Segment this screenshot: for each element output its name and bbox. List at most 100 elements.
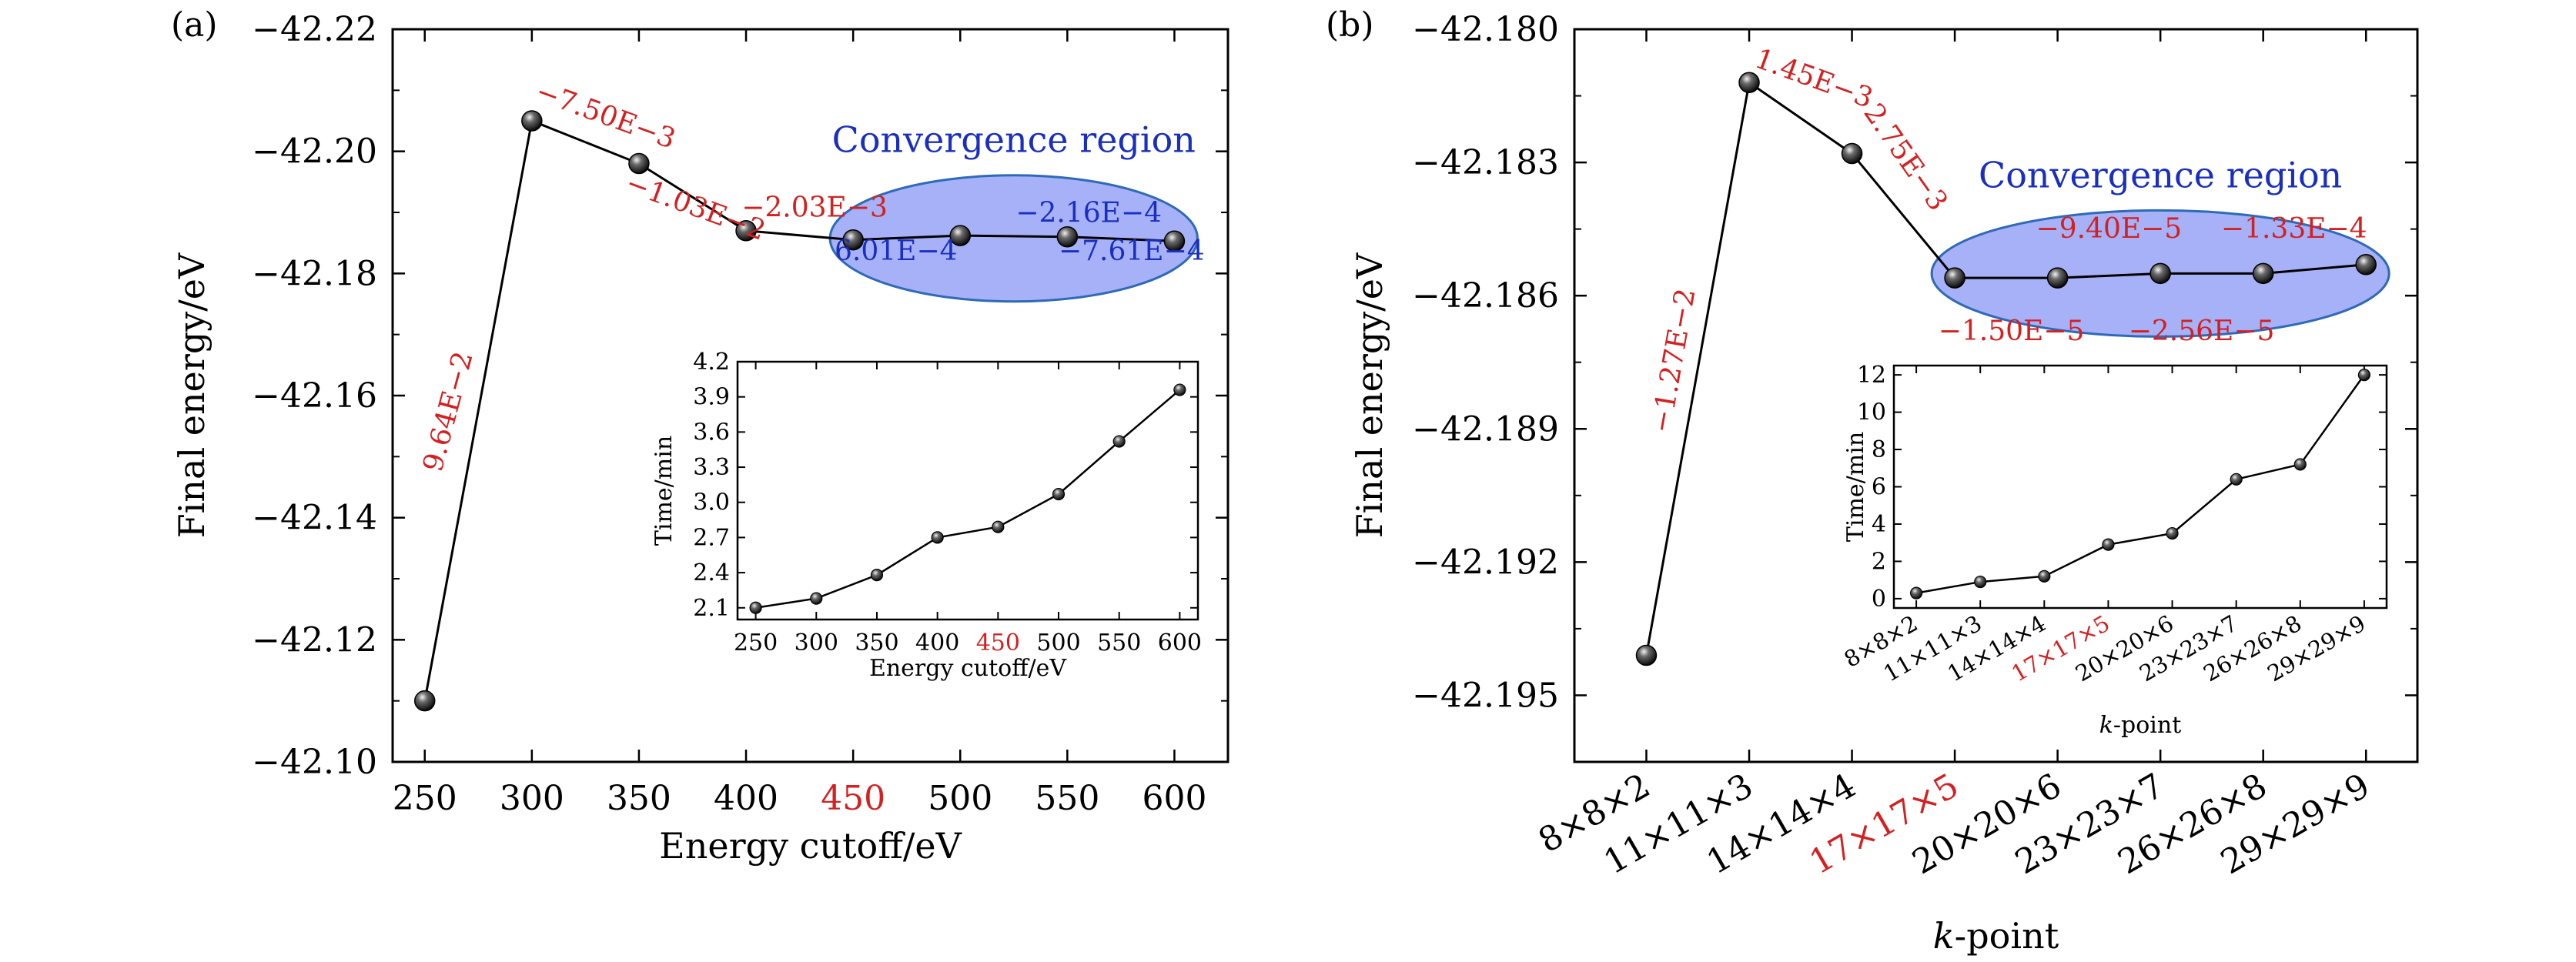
series-line bbox=[423, 119, 1175, 701]
inset-x-axis-label: k-point bbox=[2099, 712, 2182, 739]
inset-frame bbox=[1892, 364, 2388, 610]
inset-y-tick-label: 6 bbox=[1872, 474, 1886, 501]
y-tick-label: −42.183 bbox=[1412, 143, 1559, 182]
x-tick-label: 250 bbox=[393, 779, 457, 818]
inset-y-tick-label: 3.0 bbox=[693, 489, 730, 516]
series-line bbox=[1644, 80, 2367, 656]
inset-x-tick-label: 400 bbox=[915, 630, 959, 656]
y-tick-label: −42.192 bbox=[1412, 543, 1559, 582]
inset-data-point bbox=[1052, 487, 1066, 501]
plot-frame bbox=[1573, 28, 2419, 763]
data-point bbox=[1056, 225, 1079, 248]
difference-annotation: −9.40E−5 bbox=[2036, 213, 2183, 245]
panel-label: (a) bbox=[171, 5, 218, 45]
data-point bbox=[521, 110, 543, 132]
inset-y-tick-label: 12 bbox=[1857, 362, 1886, 389]
inset-x-axis-label: Energy cutoff/eV bbox=[869, 655, 1067, 682]
x-tick-label: 350 bbox=[607, 779, 671, 818]
inset-data-point bbox=[2357, 369, 2371, 382]
inset-frame bbox=[736, 360, 1199, 621]
inset-data-point bbox=[810, 592, 823, 605]
inset-data-point bbox=[992, 520, 1005, 533]
difference-annotation: −1.33E−4 bbox=[2221, 213, 2367, 245]
data-point bbox=[2355, 254, 2377, 276]
difference-annotation: −7.61E−4 bbox=[1059, 235, 1205, 267]
data-point bbox=[842, 229, 864, 251]
data-point bbox=[735, 220, 757, 242]
difference-annotation: −2.16E−4 bbox=[1015, 198, 1162, 229]
inset-data-point bbox=[931, 531, 944, 544]
inset-x-tick-label: 300 bbox=[795, 630, 838, 656]
inset-data-point bbox=[2166, 526, 2179, 540]
inset-y-tick-label: 4.2 bbox=[693, 349, 730, 376]
x-tick-label: 550 bbox=[1035, 779, 1099, 818]
y-tick-label: −42.20 bbox=[252, 132, 377, 172]
x-tick-label: 450 bbox=[821, 779, 885, 818]
inset-data-point bbox=[2102, 538, 2115, 551]
panel-label: (b) bbox=[1326, 5, 1374, 45]
y-tick-label: −42.18 bbox=[252, 254, 377, 293]
x-axis-label: k-point bbox=[1933, 915, 2059, 957]
inset-y-tick-label: 0 bbox=[1872, 586, 1886, 613]
data-point bbox=[1738, 72, 1760, 93]
inset-data-point bbox=[2038, 570, 2051, 583]
data-point bbox=[2252, 262, 2274, 285]
y-tick-label: −42.180 bbox=[1412, 10, 1559, 49]
inset-data-point bbox=[1974, 575, 1987, 589]
y-tick-label: −42.12 bbox=[252, 620, 377, 660]
inset-y-tick-label: 2.1 bbox=[693, 595, 730, 622]
data-point bbox=[2046, 267, 2069, 289]
inset-y-axis-label: Time/min bbox=[1842, 432, 1869, 542]
y-tick-label: −42.189 bbox=[1412, 409, 1559, 449]
difference-annotation: 6.01E−4 bbox=[835, 235, 958, 267]
inset-x-tick-label: 250 bbox=[734, 630, 778, 656]
inset-y-tick-label: 3.6 bbox=[693, 419, 730, 446]
data-point bbox=[628, 152, 650, 175]
difference-annotation: 2.75E−3 bbox=[1858, 98, 1954, 216]
inset-y-tick-label: 2 bbox=[1872, 548, 1886, 575]
panel-b: −42.195 −42.192 −42.189 −42.186 −42.183 −42.1… bbox=[1326, 5, 2419, 957]
difference-annotation: 1.45E−3 bbox=[1751, 43, 1877, 115]
y-axis-label: Final energy/eV bbox=[171, 252, 212, 538]
inset-y-tick-label: 8 bbox=[1872, 436, 1886, 463]
inset-plot: 0246810128×8×211×11×314×14×417×17×520×20… bbox=[1840, 362, 2388, 739]
y-tick-label: −42.22 bbox=[252, 10, 377, 49]
y-tick-label: −42.14 bbox=[252, 499, 377, 538]
data-point bbox=[1841, 142, 1863, 165]
inset-x-tick-label: 500 bbox=[1036, 630, 1080, 656]
x-tick-label: 500 bbox=[928, 779, 992, 818]
difference-annotation: −7.50E−3 bbox=[531, 75, 679, 155]
x-tick-label: 600 bbox=[1142, 779, 1206, 818]
inset-data-point bbox=[1112, 435, 1126, 448]
inset-series-line bbox=[1915, 374, 2365, 594]
y-tick-label: −42.195 bbox=[1412, 676, 1559, 715]
inset-y-tick-label: 3.9 bbox=[693, 384, 730, 411]
difference-annotation: −2.56E−5 bbox=[2129, 316, 2275, 347]
inset-data-point bbox=[870, 569, 884, 582]
inset-y-tick-label: 10 bbox=[1857, 399, 1886, 426]
inset-y-tick-label: 3.3 bbox=[693, 454, 730, 481]
inset-data-point bbox=[1909, 586, 1923, 600]
x-tick-label: 400 bbox=[714, 779, 778, 818]
difference-annotation: −1.50E−5 bbox=[1939, 316, 2085, 347]
difference-annotation: −2.03E−3 bbox=[741, 192, 888, 224]
y-tick-label: −42.186 bbox=[1412, 276, 1559, 316]
y-tick-label: −42.16 bbox=[252, 376, 377, 416]
convergence-region-label: Convergence region bbox=[1979, 154, 2342, 195]
y-tick-label: −42.10 bbox=[252, 743, 377, 782]
panel-a: −42.10 −42.12 −42.14 −42.16 −42.18 −42.20 −42.… bbox=[171, 5, 1229, 867]
data-point bbox=[413, 690, 436, 712]
inset-y-tick-label: 4 bbox=[1872, 511, 1886, 538]
inset-x-tick-label: 600 bbox=[1158, 630, 1202, 656]
inset-data-point bbox=[1173, 383, 1186, 396]
data-point bbox=[1163, 230, 1186, 252]
inset-data-point bbox=[2230, 473, 2243, 486]
inset-data-point bbox=[2293, 458, 2307, 471]
inset-series-line bbox=[755, 389, 1181, 610]
x-tick-label: 300 bbox=[500, 779, 564, 818]
inset-x-tick-label: 550 bbox=[1097, 630, 1141, 656]
inset-y-tick-label: 2.4 bbox=[693, 559, 730, 586]
difference-annotation: −1.27E−2 bbox=[1645, 286, 1701, 436]
inset-x-tick-label: 350 bbox=[855, 630, 898, 656]
